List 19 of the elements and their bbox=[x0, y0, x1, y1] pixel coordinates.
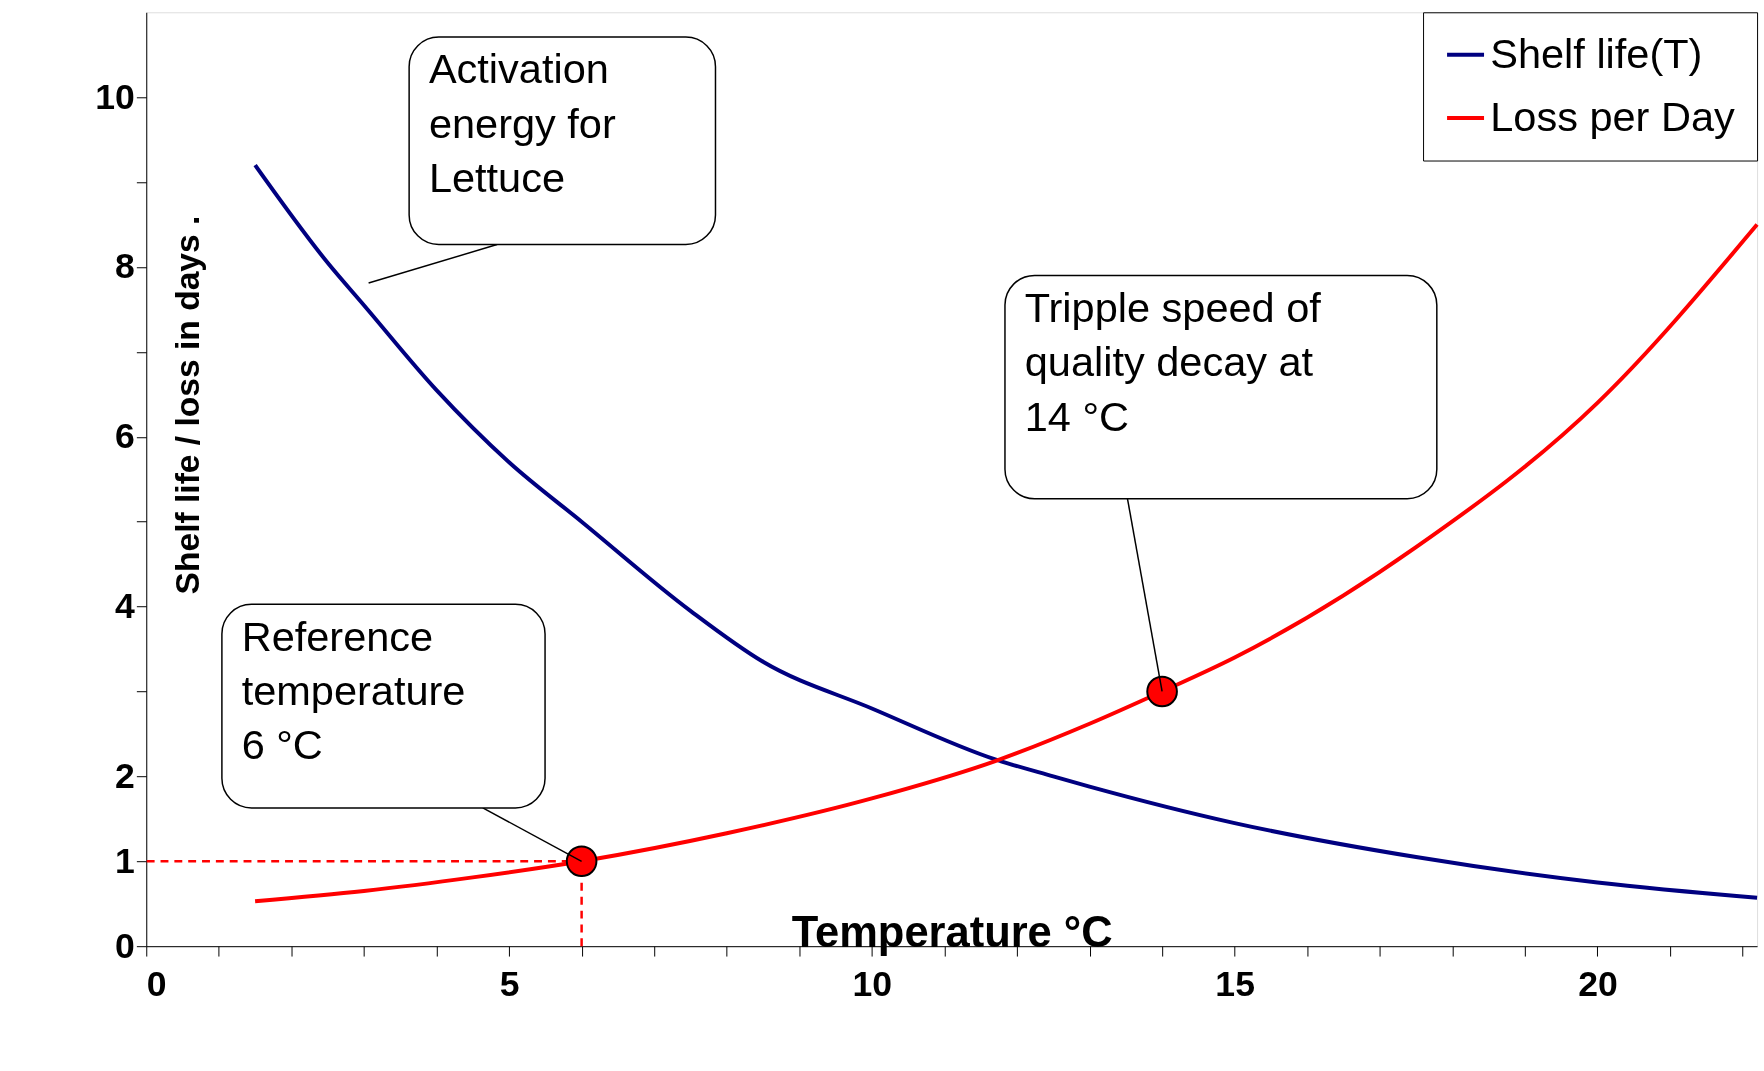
legend-label: Shelf life(T) bbox=[1490, 29, 1703, 77]
y-axis-title: Shelf life / loss in days . bbox=[169, 215, 207, 595]
y-tick-label: 0 bbox=[115, 925, 135, 966]
y-tick-label: 8 bbox=[115, 246, 135, 287]
annotation: Activation energy for Lettuce bbox=[428, 45, 616, 202]
y-tick-label: 4 bbox=[115, 585, 136, 626]
x-tick-label: 15 bbox=[1215, 964, 1255, 1005]
annotation: Reference temperature 6 °C bbox=[241, 612, 466, 769]
annotation: Tripple speed of quality decay at 14 °C bbox=[1024, 283, 1322, 440]
y-tick-label: 1 bbox=[115, 840, 135, 881]
x-tick-label: 5 bbox=[499, 964, 520, 1005]
x-tick-label: 20 bbox=[1578, 964, 1618, 1005]
legend-label: Loss per Day bbox=[1490, 92, 1736, 140]
y-tick-label: 10 bbox=[95, 76, 135, 117]
x-tick-label: 10 bbox=[852, 964, 893, 1005]
y-tick-label: 2 bbox=[115, 755, 135, 796]
x-axis-title: Temperature °C bbox=[791, 907, 1113, 956]
y-tick-label: 6 bbox=[115, 416, 135, 457]
x-tick-label: 0 bbox=[146, 964, 167, 1005]
